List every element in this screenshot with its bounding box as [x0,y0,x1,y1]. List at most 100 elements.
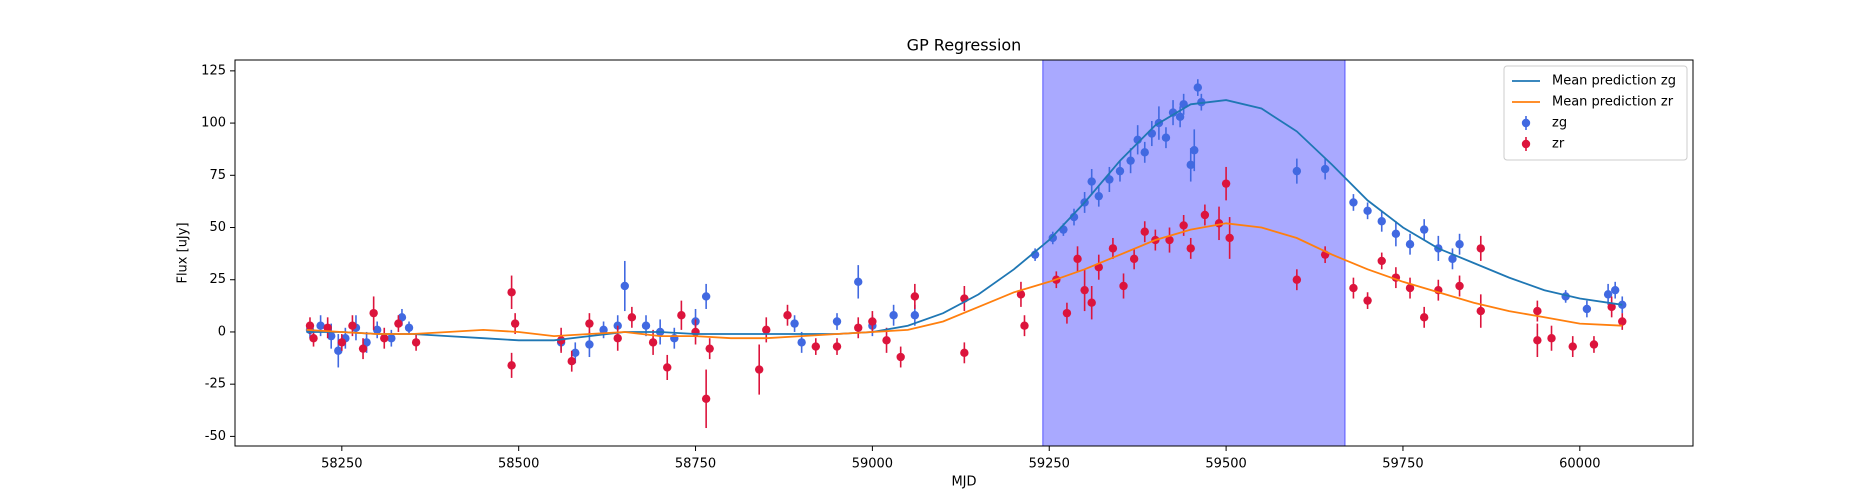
data-point [1179,221,1188,230]
data-point [1610,285,1620,295]
data-point [1119,281,1128,291]
data-point [889,311,898,320]
data-point [1292,275,1302,284]
data-point [663,363,672,372]
data-point [854,323,863,332]
y-tick-label: 100 [201,116,226,131]
data-point [1193,83,1203,92]
data-point [394,319,403,328]
data-point [868,317,877,326]
data-point [380,334,389,343]
data-point [1455,240,1464,249]
x-tick-label: 59750 [1382,457,1423,472]
data-point [1419,313,1429,322]
data-point [1476,306,1485,316]
data-point [323,323,332,332]
data-point [705,344,714,353]
data-point [411,338,421,347]
data-point [1062,308,1072,318]
legend: Mean prediction zg Mean prediction zr zg zr [1503,65,1688,161]
data-point [1349,198,1358,207]
data-point [571,348,580,358]
data-point [1020,321,1029,330]
data-point [1582,304,1592,314]
legend-label: zg [1552,116,1567,131]
data-point [1048,233,1057,243]
data-point [762,325,771,335]
data-point [1391,229,1401,238]
y-tick-label: -25 [205,377,226,392]
y-tick-label: 25 [209,272,226,287]
mean-line [306,222,1623,340]
y-tick-label: 50 [209,220,226,235]
data-point [811,342,820,351]
data-point [327,331,336,341]
y-tick-label: 0 [218,324,226,339]
data-point [305,321,315,330]
data-point [1448,254,1457,264]
y-tick-label: -50 [205,429,226,444]
data-point [1165,235,1174,245]
x-tick-label: 59250 [1029,457,1070,472]
data-point [832,317,842,326]
data-point [316,321,325,330]
mean-line [306,99,1623,342]
data-point [627,313,637,322]
x-tick-label: 58500 [498,457,539,472]
data-point [1292,166,1302,176]
data-point [1533,306,1542,316]
y-axis-label: Flux [uJy] [176,222,191,283]
data-point [613,321,622,330]
data-point [1094,191,1103,201]
data-point [783,311,792,320]
chart-title: GP Regression [907,36,1022,55]
data-point [567,356,576,366]
data-point [372,325,382,335]
data-point [1175,112,1185,122]
data-point [960,348,969,358]
data-point [1087,298,1096,307]
data-point [1419,225,1429,234]
data-point [1618,317,1627,326]
data-point [701,292,711,301]
data-point [910,292,920,301]
data-point [832,342,842,351]
data-point [1186,244,1195,253]
data-point [1115,166,1125,176]
x-tick-label: 59500 [1205,457,1246,472]
x-tick-label: 58250 [321,457,362,472]
data-point [337,338,347,347]
legend-label: Mean prediction zr [1552,95,1674,110]
data-point [309,334,318,343]
data-point [1059,225,1068,234]
data-point [585,319,594,328]
data-point [334,346,343,355]
legend-swatch [1521,139,1531,149]
data-point [1129,254,1139,264]
data-point [362,338,371,347]
data-point [1533,336,1542,345]
data-point [1186,160,1195,170]
data-point [790,319,799,328]
legend-swatch [1521,118,1531,128]
data-point [755,365,764,374]
data-point [1016,290,1026,299]
data-point [641,321,651,330]
data-point [1200,210,1210,220]
data-point [358,344,368,353]
data-point [1363,296,1372,305]
data-point [648,338,658,347]
data-point [369,308,378,318]
data-point [1405,240,1415,249]
data-point [1126,156,1135,165]
data-point [1105,175,1114,184]
y-tick-label: 125 [201,63,226,78]
data-point [1140,227,1149,236]
data-point [797,338,806,347]
data-point [507,361,516,370]
data-point [1161,133,1171,142]
data-point [1476,244,1485,253]
plot-area [305,60,1627,446]
data-point [1349,283,1358,293]
